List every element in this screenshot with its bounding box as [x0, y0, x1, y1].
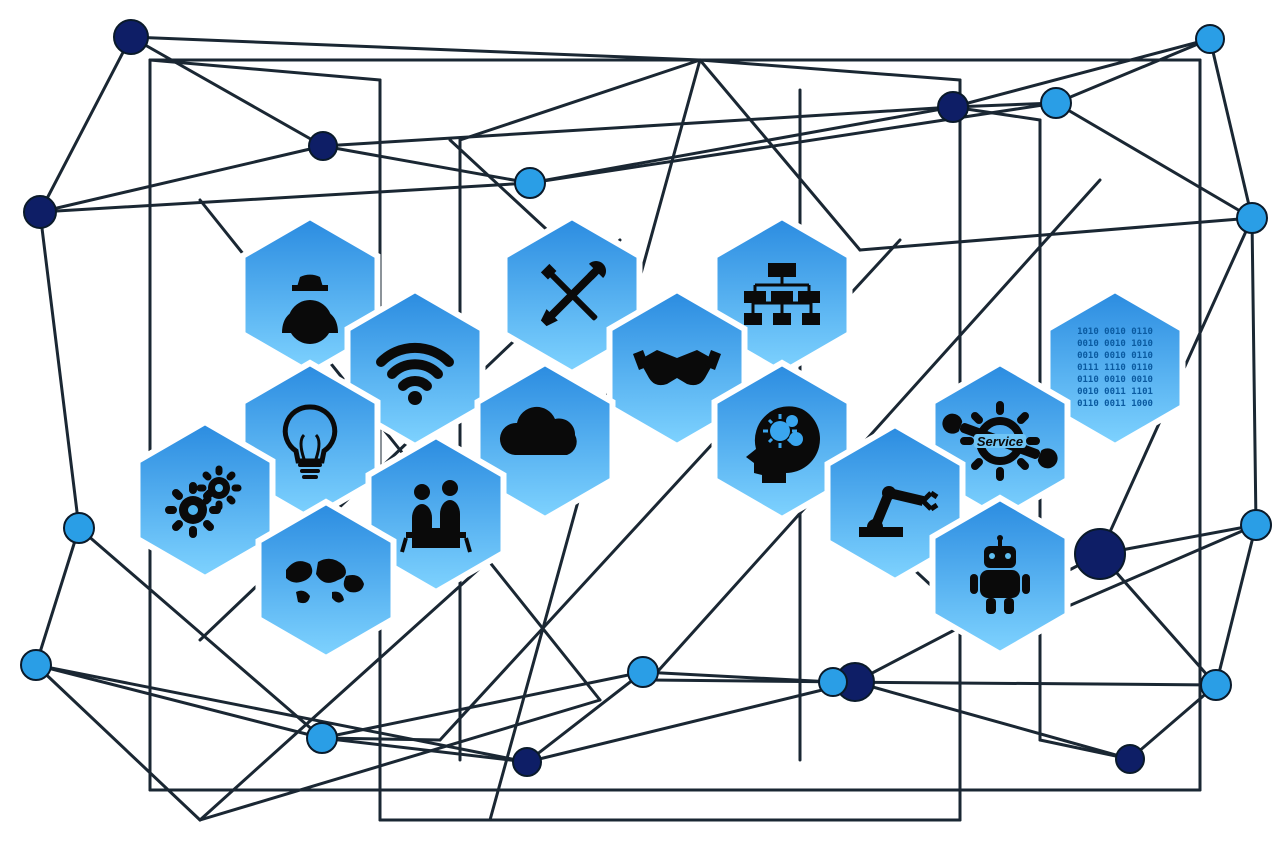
network-dot [24, 196, 56, 228]
network-dot [1075, 529, 1125, 579]
network-dot [1237, 203, 1267, 233]
binary-icon: 1010 0010 01100010 0010 10100010 0010 01… [1077, 327, 1153, 409]
network-diagram: 1010 0010 01100010 0010 10100010 0010 01… [0, 0, 1280, 853]
network-dot [1116, 745, 1144, 773]
network-dot [628, 657, 658, 687]
network-dot [515, 168, 545, 198]
network-dot [938, 92, 968, 122]
network-dot [819, 668, 847, 696]
network-dot [307, 723, 337, 753]
network-dot [64, 513, 94, 543]
network-dot [1241, 510, 1271, 540]
network-dot [309, 132, 337, 160]
network-dot [1196, 25, 1224, 53]
hexagon-nodes: 1010 0010 01100010 0010 10100010 0010 01… [138, 217, 1183, 658]
network-dot [114, 20, 148, 54]
service-label: Service [977, 434, 1023, 449]
network-dot [1201, 670, 1231, 700]
network-dot [513, 748, 541, 776]
network-dot [1041, 88, 1071, 118]
network-dot [21, 650, 51, 680]
